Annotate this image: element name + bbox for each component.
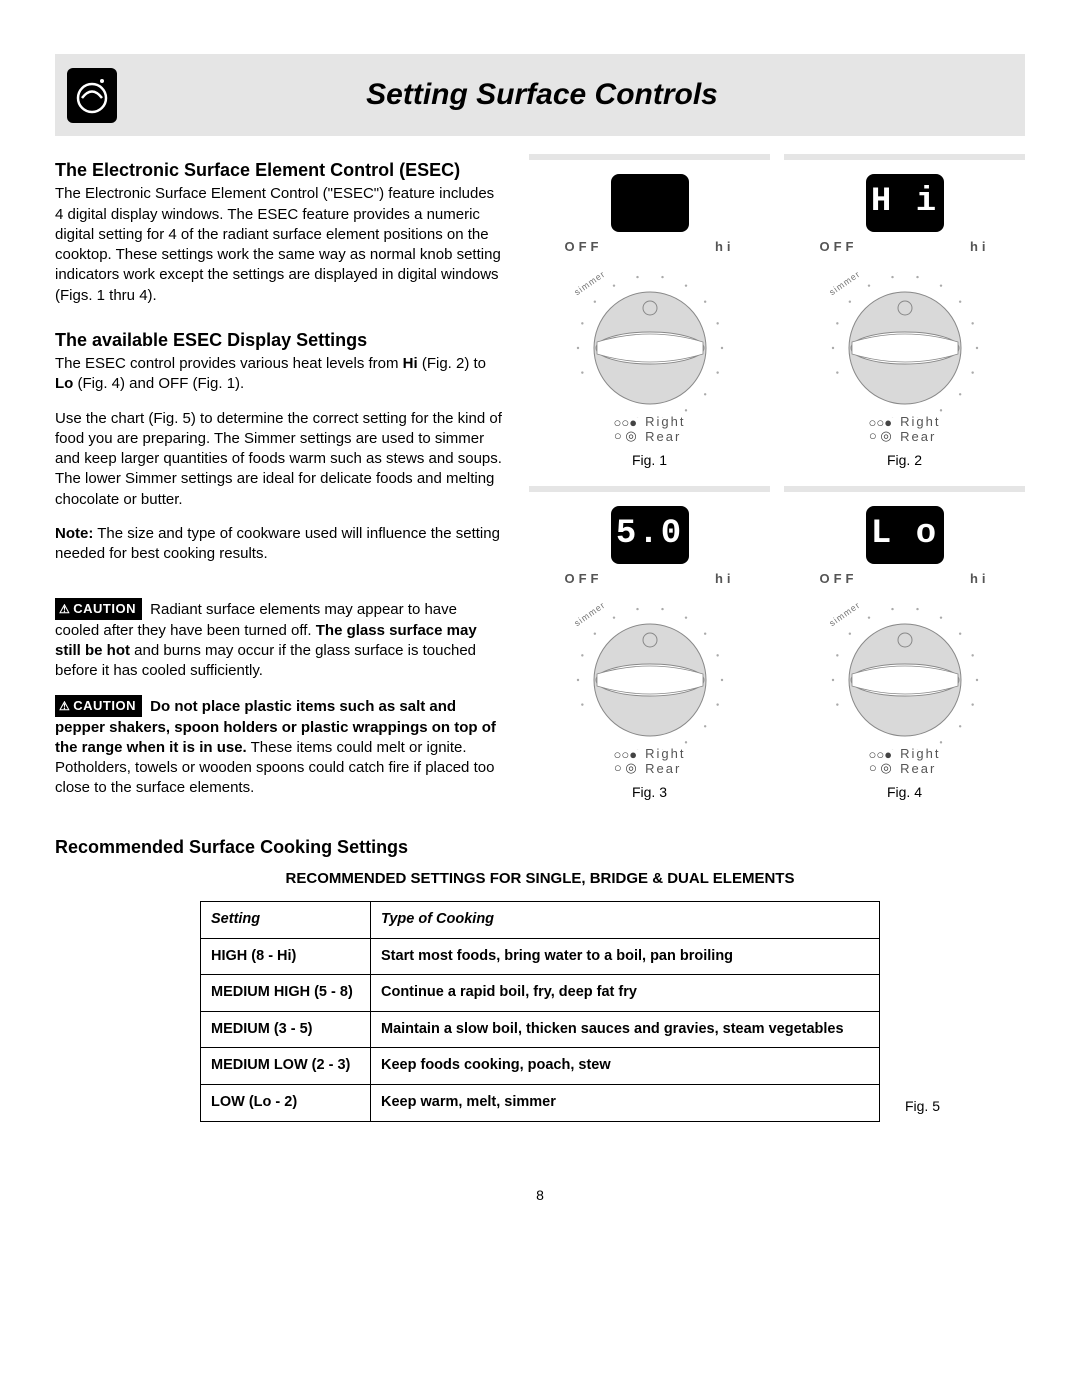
knob-panel-1: OFFhi simmer ○○●○ ◎ RightRear Fig. 1 (529, 154, 770, 476)
knob-position-label: ○○●○ ◎ RightRear (535, 746, 764, 777)
cooking-cell: Start most foods, bring water to a boil,… (371, 938, 880, 975)
figure-caption: Fig. 1 (535, 451, 764, 470)
recommended-section: Recommended Surface Cooking Settings REC… (55, 835, 1025, 1122)
caution-badge: CAUTION (55, 695, 142, 717)
display-settings-p1: The ESEC control provides various heat l… (55, 354, 505, 395)
table-row: LOW (Lo - 2)Keep warm, melt, simmer (201, 1084, 880, 1121)
off-hi-labels: OFFhi (565, 238, 735, 256)
setting-cell: MEDIUM LOW (2 - 3) (201, 1048, 371, 1085)
display-settings-p2: Use the chart (Fig. 5) to determine the … (55, 409, 505, 510)
knob-row-1: OFFhi simmer ○○●○ ◎ RightRear Fig. 1 H i… (529, 154, 1025, 476)
figure-caption: Fig. 4 (790, 783, 1019, 802)
table-row: HIGH (8 - Hi)Start most foods, bring wat… (201, 938, 880, 975)
recommended-heading: Recommended Surface Cooking Settings (55, 835, 1025, 859)
settings-table: Setting Type of Cooking HIGH (8 - Hi)Sta… (200, 901, 880, 1121)
setting-cell: MEDIUM HIGH (5 - 8) (201, 975, 371, 1012)
esec-display (611, 174, 689, 232)
title-bar: Setting Surface Controls (55, 54, 1025, 136)
display-settings-heading: The available ESEC Display Settings (55, 328, 505, 352)
table-row: MEDIUM HIGH (5 - 8)Continue a rapid boil… (201, 975, 880, 1012)
esec-display: L o (866, 506, 944, 564)
table-row: MEDIUM LOW (2 - 3)Keep foods cooking, po… (201, 1048, 880, 1085)
esec-body: The Electronic Surface Element Control (… (55, 184, 505, 306)
off-hi-labels: OFFhi (820, 238, 990, 256)
caution-badge: CAUTION (55, 598, 142, 620)
page-title: Setting Surface Controls (131, 75, 953, 116)
knob-panel-3: 5.0 OFFhi simmer ○○●○ ◎ RightRear Fig. 3 (529, 486, 770, 808)
knob-position-label: ○○●○ ◎ RightRear (790, 414, 1019, 445)
table-row: MEDIUM (3 - 5)Maintain a slow boil, thic… (201, 1011, 880, 1048)
esec-heading: The Electronic Surface Element Control (… (55, 158, 505, 182)
off-hi-labels: OFFhi (820, 570, 990, 588)
burner-indicator-icon: ○○●○ ◎ (614, 416, 638, 442)
col-setting: Setting (201, 902, 371, 939)
left-column: The Electronic Surface Element Control (… (55, 154, 505, 813)
right-column: OFFhi simmer ○○●○ ◎ RightRear Fig. 1 H i… (529, 154, 1025, 813)
col-cooking: Type of Cooking (371, 902, 880, 939)
page-number: 8 (55, 1186, 1025, 1205)
setting-cell: HIGH (8 - Hi) (201, 938, 371, 975)
setting-cell: LOW (Lo - 2) (201, 1084, 371, 1121)
figure-caption: Fig. 3 (535, 783, 764, 802)
cooking-cell: Keep foods cooking, poach, stew (371, 1048, 880, 1085)
esec-display: 5.0 (611, 506, 689, 564)
two-column-layout: The Electronic Surface Element Control (… (55, 154, 1025, 813)
figure-caption: Fig. 2 (790, 451, 1019, 470)
knob-row-2: 5.0 OFFhi simmer ○○●○ ◎ RightRear Fig. 3… (529, 486, 1025, 808)
fig5-caption: Fig. 5 (905, 1097, 940, 1116)
burner-indicator-icon: ○○●○ ◎ (869, 416, 893, 442)
burner-indicator-icon: ○○●○ ◎ (869, 748, 893, 774)
cooktop-icon (67, 68, 117, 123)
knob-panel-4: L o OFFhi simmer ○○●○ ◎ RightRear Fig. 4 (784, 486, 1025, 808)
off-hi-labels: OFFhi (565, 570, 735, 588)
knob-panel-2: H i OFFhi simmer ○○●○ ◎ RightRear Fig. 2 (784, 154, 1025, 476)
table-title: RECOMMENDED SETTINGS FOR SINGLE, BRIDGE … (55, 869, 1025, 889)
burner-indicator-icon: ○○●○ ◎ (614, 748, 638, 774)
cooking-cell: Continue a rapid boil, fry, deep fat fry (371, 975, 880, 1012)
display-settings-note: Note: The size and type of cookware used… (55, 524, 505, 565)
cooking-cell: Keep warm, melt, simmer (371, 1084, 880, 1121)
knob-position-label: ○○●○ ◎ RightRear (535, 414, 764, 445)
cooking-cell: Maintain a slow boil, thicken sauces and… (371, 1011, 880, 1048)
knob-position-label: ○○●○ ◎ RightRear (790, 746, 1019, 777)
setting-cell: MEDIUM (3 - 5) (201, 1011, 371, 1048)
caution-1: CAUTION Radiant surface elements may app… (55, 598, 505, 681)
esec-display: H i (866, 174, 944, 232)
caution-2: CAUTION Do not place plastic items such … (55, 695, 505, 798)
